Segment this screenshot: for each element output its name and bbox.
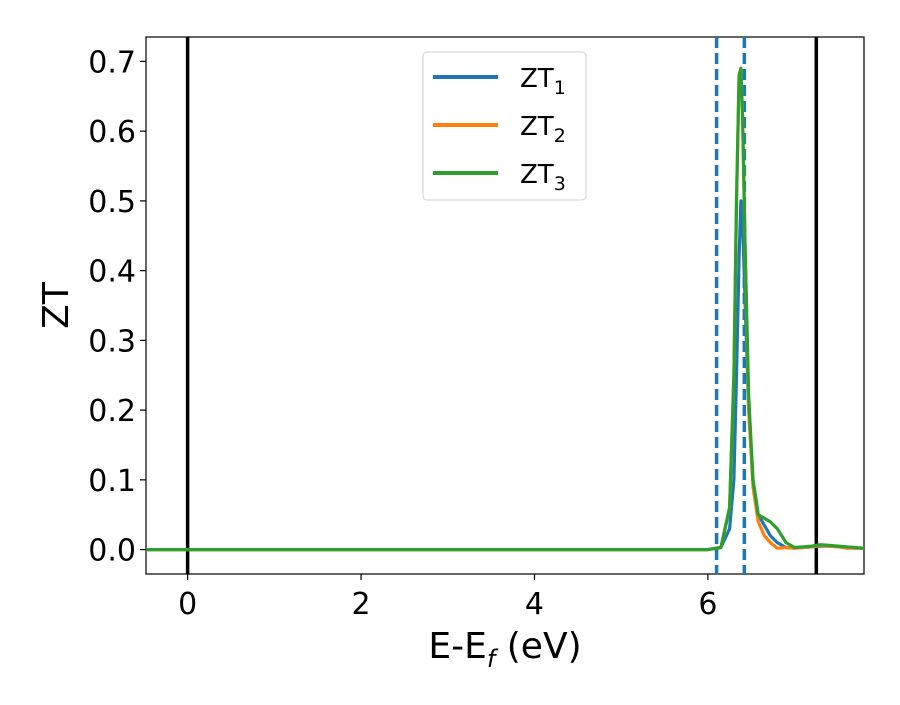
x-tick-label: 2 bbox=[352, 587, 371, 622]
y-tick-label: 0.0 bbox=[88, 534, 136, 569]
legend-label-zt3: ZT3 bbox=[520, 160, 566, 195]
y-axis-ticks: 0.0 0.1 0.2 0.3 0.4 0.5 0.6 0.7 bbox=[88, 45, 146, 569]
y-tick-label: 0.2 bbox=[88, 394, 136, 429]
series-layer bbox=[146, 66, 865, 552]
legend-label-zt1: ZT1 bbox=[520, 64, 566, 99]
series-line-zt3 bbox=[146, 66, 865, 552]
y-tick-label: 0.5 bbox=[88, 185, 136, 220]
y-axis-title: ZT bbox=[36, 281, 77, 329]
legend-box bbox=[422, 51, 587, 201]
x-axis-title-main: E-E bbox=[428, 626, 486, 667]
legend-label-zt2: ZT2 bbox=[520, 112, 566, 147]
y-tick-label: 0.6 bbox=[88, 115, 136, 150]
y-tick-label: 0.3 bbox=[88, 324, 136, 359]
legend: ZT1 ZT2 ZT3 bbox=[422, 51, 587, 201]
x-axis-title-unit: (eV) bbox=[495, 626, 581, 667]
plot-frame bbox=[145, 36, 865, 575]
y-tick-label: 0.7 bbox=[88, 45, 136, 80]
plot-area bbox=[145, 36, 865, 575]
x-tick-label: 4 bbox=[525, 587, 544, 622]
x-axis-title: E-Ef (eV) bbox=[428, 626, 581, 673]
x-axis-ticks: 0 2 4 6 bbox=[178, 574, 717, 622]
legend-items: ZT1 ZT2 ZT3 bbox=[433, 64, 566, 195]
x-tick-label: 0 bbox=[178, 587, 197, 622]
y-tick-label: 0.4 bbox=[88, 255, 136, 290]
x-tick-label: 6 bbox=[698, 587, 717, 622]
y-tick-label: 0.1 bbox=[88, 464, 136, 499]
